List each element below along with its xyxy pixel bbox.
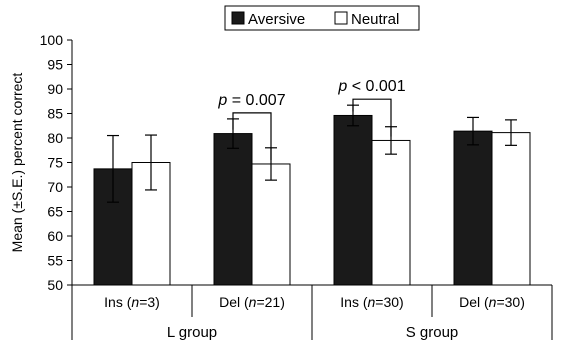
x-category-label-part: Ins ( bbox=[104, 294, 132, 310]
bars bbox=[93, 104, 531, 286]
y-tick-label: 70 bbox=[47, 179, 63, 195]
x-axis: Ins (n=3) Del (n=21) Ins (n=30) Del (n=30)L… bbox=[71, 284, 553, 341]
x-category-label-part: Del ( bbox=[219, 294, 249, 310]
y-tick-label: 100 bbox=[40, 32, 64, 48]
x-category-label-italic: n bbox=[368, 294, 376, 310]
y-tick-label: 50 bbox=[47, 277, 63, 293]
y-axis: 50 55 60 65 70 75 80 85 90 95 100 Mean (±S.E.) perc… bbox=[9, 32, 73, 293]
legend-label-aversive: Aversive bbox=[248, 11, 305, 28]
x-category-label: Ins (n=3) bbox=[104, 294, 160, 310]
x-category-label-part: =3) bbox=[139, 294, 160, 310]
legend-label-neutral: Neutral bbox=[351, 11, 399, 28]
bar-neutral bbox=[491, 132, 531, 286]
bar-aversive bbox=[453, 130, 493, 286]
p-value-text: = 0.007 bbox=[227, 92, 285, 109]
x-category-label-part: Del ( bbox=[459, 294, 489, 310]
x-category-label: Del (n=30) bbox=[459, 294, 525, 310]
y-tick-label: 60 bbox=[47, 228, 63, 244]
x-category-label-part: Ins ( bbox=[340, 294, 368, 310]
bar-neutral bbox=[251, 163, 291, 286]
x-category-label-italic: n bbox=[131, 294, 139, 310]
p-value-annotation: p < 0.001 bbox=[337, 78, 405, 95]
p-value-annotation: p = 0.007 bbox=[217, 92, 285, 109]
significance-bracket bbox=[352, 98, 392, 137]
p-value-text: < 0.001 bbox=[347, 78, 405, 95]
y-axis-label: Mean (±S.E.) percent correct bbox=[9, 73, 25, 253]
legend-swatch-neutral bbox=[334, 11, 348, 25]
bar-aversive bbox=[333, 114, 373, 286]
x-category-label-part: =30) bbox=[375, 294, 403, 310]
y-tick-label: 65 bbox=[47, 204, 63, 220]
x-group-label: S group bbox=[406, 324, 459, 341]
x-group-label: L group bbox=[167, 324, 217, 341]
legend-swatch-aversive bbox=[231, 11, 245, 25]
p-value-symbol: p bbox=[337, 78, 347, 95]
legend-box bbox=[224, 5, 420, 31]
y-tick-label: 85 bbox=[47, 106, 63, 122]
y-tick-label: 55 bbox=[47, 253, 63, 269]
legend: Aversive Neutral bbox=[224, 5, 420, 31]
y-tick-label: 75 bbox=[47, 155, 63, 171]
y-tick-label: 80 bbox=[47, 130, 63, 146]
x-category-label-italic: n bbox=[249, 294, 257, 310]
y-tick-label: 90 bbox=[47, 81, 63, 97]
significance-bracket bbox=[232, 112, 272, 160]
x-category-label-part: =30) bbox=[496, 294, 524, 310]
bar-neutral bbox=[371, 139, 411, 286]
x-category-label: Del (n=21) bbox=[219, 294, 285, 310]
x-category-label-italic: n bbox=[489, 294, 497, 310]
x-category-label: Ins (n=30) bbox=[340, 294, 403, 310]
bar-aversive bbox=[213, 133, 253, 286]
y-tick-label: 95 bbox=[47, 57, 63, 73]
p-value-symbol: p bbox=[217, 92, 227, 109]
x-category-label-part: =21) bbox=[256, 294, 284, 310]
